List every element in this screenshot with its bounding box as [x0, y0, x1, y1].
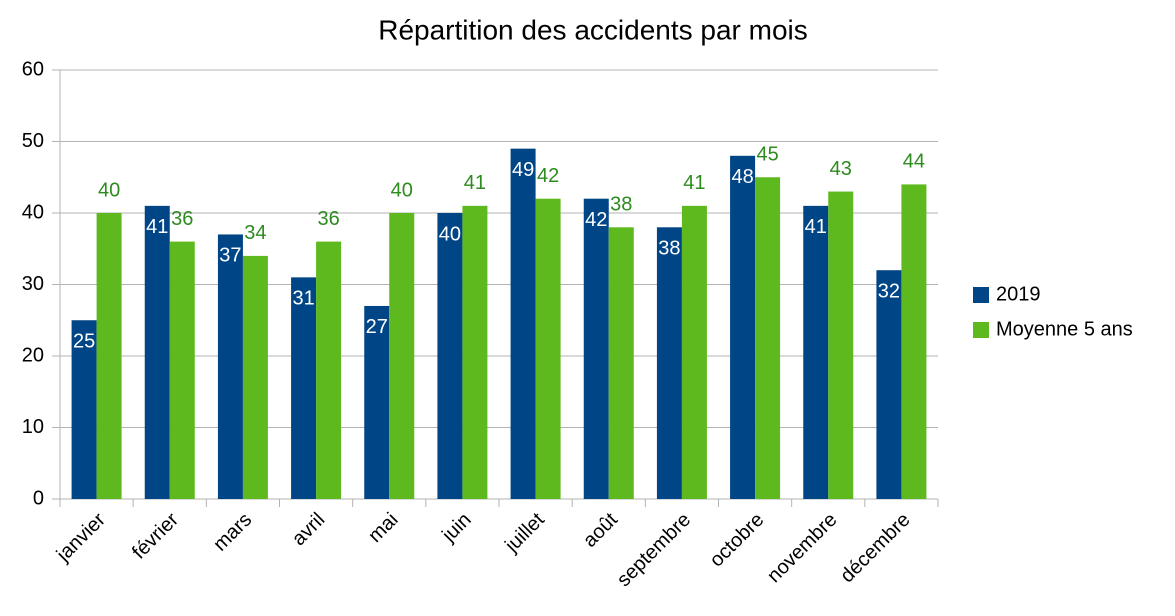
data-label: 43	[830, 158, 852, 180]
y-tick-label: 40	[22, 201, 44, 223]
y-tick-label: 20	[22, 344, 44, 366]
data-label: 49	[512, 159, 534, 181]
bar	[169, 241, 195, 499]
bar	[510, 148, 536, 499]
data-label: 38	[658, 238, 680, 260]
bar	[901, 184, 927, 499]
data-label: 45	[756, 144, 778, 166]
bar	[437, 213, 463, 499]
bar	[803, 205, 829, 499]
x-tick-label: janvier	[52, 508, 110, 566]
bar	[828, 191, 854, 500]
bar	[291, 277, 317, 499]
data-label: 41	[146, 216, 168, 238]
x-tick-label: octobre	[706, 509, 769, 572]
bar	[462, 205, 488, 499]
x-tick-label: février	[128, 508, 183, 563]
bar	[144, 205, 170, 499]
x-tick-label: mars	[209, 509, 256, 556]
data-label: 40	[98, 179, 120, 201]
x-tick-label: décembre	[836, 509, 914, 587]
bar	[316, 241, 342, 499]
bar	[364, 305, 390, 499]
chart-title: Répartition des accidents par mois	[378, 14, 808, 45]
bar	[656, 227, 682, 500]
bar	[583, 198, 609, 499]
y-tick-label: 0	[33, 487, 44, 509]
y-tick-label: 30	[22, 273, 44, 295]
legend-label: Moyenne 5 ans	[996, 318, 1133, 340]
data-label: 32	[878, 280, 900, 302]
x-tick-label: juillet	[500, 508, 549, 557]
x-tick-label: novembre	[763, 509, 841, 587]
data-label: 38	[610, 194, 632, 216]
y-tick-label: 60	[22, 58, 44, 80]
bar	[242, 255, 268, 499]
data-label: 25	[73, 331, 95, 353]
data-label: 41	[464, 172, 486, 194]
data-label: 48	[731, 166, 753, 188]
bar	[389, 213, 415, 499]
data-label: 36	[317, 208, 339, 230]
y-tick-label: 10	[22, 416, 44, 438]
data-label: 27	[366, 316, 388, 338]
data-label: 41	[805, 216, 827, 238]
data-label: 31	[292, 288, 314, 310]
x-tick-label: juin	[437, 509, 475, 547]
y-tick-label: 50	[22, 130, 44, 152]
data-label: 44	[903, 151, 925, 173]
bar	[681, 205, 707, 499]
bar	[608, 227, 634, 500]
legend-swatch	[973, 287, 989, 303]
bar	[876, 270, 902, 499]
data-label: 37	[219, 245, 241, 267]
data-label: 41	[683, 172, 705, 194]
legend-label: 2019	[996, 283, 1041, 305]
data-label: 40	[439, 223, 461, 245]
data-label: 36	[171, 208, 193, 230]
x-tick-label: avril	[288, 509, 329, 550]
legend-swatch	[973, 322, 989, 338]
x-tick-label: mai	[364, 509, 402, 547]
bar	[96, 213, 122, 499]
x-tick-label: septembre	[613, 509, 695, 591]
bar	[71, 320, 97, 499]
bar	[217, 234, 243, 499]
x-tick-label: août	[579, 508, 622, 551]
bar	[755, 177, 781, 499]
data-label: 42	[585, 209, 607, 231]
bar	[535, 198, 561, 499]
data-label: 42	[537, 165, 559, 187]
data-label: 40	[391, 179, 413, 201]
bar	[730, 155, 756, 500]
data-label: 34	[244, 222, 266, 244]
